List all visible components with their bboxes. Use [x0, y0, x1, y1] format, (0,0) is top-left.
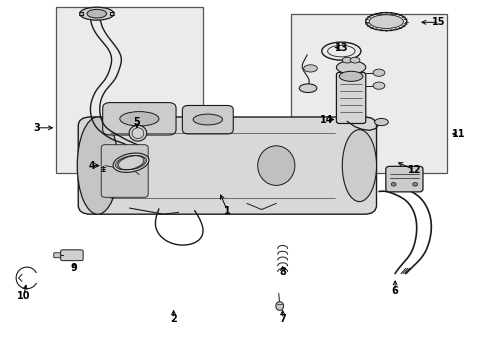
Ellipse shape [390, 183, 395, 186]
Ellipse shape [342, 57, 351, 63]
Text: 9: 9 [71, 263, 78, 273]
Ellipse shape [372, 69, 384, 76]
Ellipse shape [257, 146, 294, 185]
Ellipse shape [299, 84, 316, 93]
Ellipse shape [120, 112, 159, 126]
Bar [56, 7, 203, 173]
Text: 13: 13 [334, 42, 347, 53]
Ellipse shape [303, 65, 317, 72]
Ellipse shape [275, 302, 283, 310]
Text: 2: 2 [170, 314, 177, 324]
Text: 4: 4 [88, 161, 95, 171]
Ellipse shape [374, 118, 387, 126]
Text: 5: 5 [133, 117, 140, 127]
Ellipse shape [77, 117, 118, 214]
Text: 15: 15 [431, 17, 445, 27]
FancyBboxPatch shape [102, 103, 176, 135]
Text: 7: 7 [279, 314, 285, 324]
Ellipse shape [87, 9, 106, 18]
Text: 12: 12 [407, 165, 421, 175]
FancyBboxPatch shape [385, 166, 422, 192]
Ellipse shape [193, 114, 222, 125]
Ellipse shape [80, 7, 114, 20]
Ellipse shape [339, 71, 362, 81]
FancyBboxPatch shape [336, 72, 365, 123]
FancyBboxPatch shape [61, 250, 83, 261]
Ellipse shape [349, 57, 359, 63]
Ellipse shape [129, 125, 146, 141]
Ellipse shape [412, 183, 417, 186]
FancyBboxPatch shape [54, 253, 61, 258]
Bar [290, 14, 447, 173]
FancyBboxPatch shape [101, 145, 148, 197]
Text: 11: 11 [451, 129, 465, 139]
Ellipse shape [368, 15, 403, 28]
Text: 6: 6 [391, 286, 398, 296]
Ellipse shape [336, 61, 365, 74]
Text: 1: 1 [224, 206, 230, 216]
FancyBboxPatch shape [78, 117, 376, 214]
Text: 8: 8 [279, 267, 285, 277]
Text: 10: 10 [17, 291, 30, 301]
Ellipse shape [372, 82, 384, 89]
Text: 3: 3 [33, 123, 40, 133]
Ellipse shape [113, 153, 149, 172]
Ellipse shape [342, 130, 376, 202]
FancyBboxPatch shape [182, 105, 233, 134]
Text: 14: 14 [319, 114, 333, 125]
